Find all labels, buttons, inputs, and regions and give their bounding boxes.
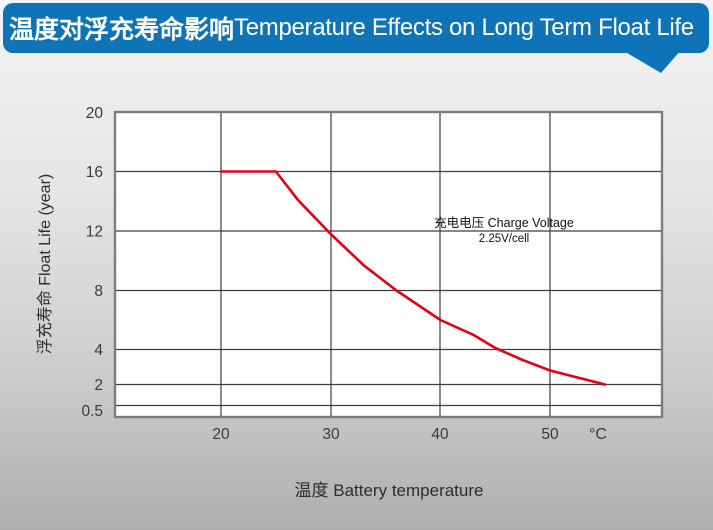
y-axis-tick-labels: 20 16 12 8 4 2 0.5 xyxy=(81,105,103,420)
title-banner: 温度对浮充寿命影响 Temperature Effects on Long Ter… xyxy=(3,3,709,53)
x-axis-unit-label: °C xyxy=(589,426,607,443)
page-title-zh: 温度对浮充寿命影响 xyxy=(9,16,235,44)
x-axis-title: 温度 Battery temperature xyxy=(295,481,484,500)
gridlines xyxy=(116,113,661,416)
y-tick-12: 12 xyxy=(86,224,103,241)
y-tick-4: 4 xyxy=(94,342,103,359)
plot-area xyxy=(113,110,664,419)
annotation-charge-voltage: 充电电压 Charge Voltage xyxy=(434,215,574,230)
y-tick-20: 20 xyxy=(86,105,104,122)
x-axis-tick-labels: 20 30 40 50 °C xyxy=(212,426,607,443)
x-tick-40: 40 xyxy=(431,426,449,443)
y-tick-0_5: 0.5 xyxy=(81,403,103,420)
float-life-curve xyxy=(219,170,607,386)
charge-voltage-annotation: 充电电压 Charge Voltage 2.25V/cell xyxy=(434,215,574,245)
x-tick-50: 50 xyxy=(541,426,559,443)
banner-tail-shape xyxy=(622,50,681,73)
x-tick-20: 20 xyxy=(212,426,230,443)
y-tick-8: 8 xyxy=(94,283,103,300)
y-tick-2: 2 xyxy=(94,377,103,394)
page-title-en: Temperature Effects on Long Term Float L… xyxy=(234,14,694,41)
y-tick-16: 16 xyxy=(86,164,103,181)
y-axis-title: 浮充寿命 Float Life (year) xyxy=(36,174,54,355)
annotation-volts-per-cell: 2.25V/cell xyxy=(479,233,530,245)
x-tick-30: 30 xyxy=(322,426,340,443)
